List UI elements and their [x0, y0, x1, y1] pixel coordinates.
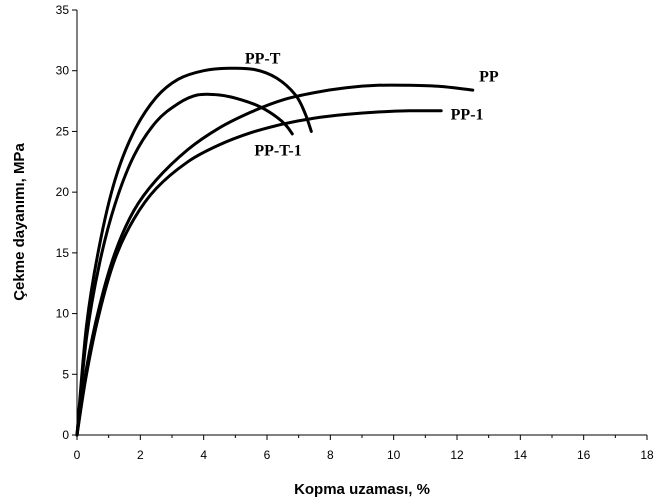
- series-label-pp-t: PP-T: [245, 50, 281, 67]
- series-line-pp-t-1: [75, 92, 294, 437]
- y-tick-label: 20: [56, 185, 70, 199]
- x-tick-label: 0: [74, 448, 81, 462]
- y-tick-label: 10: [56, 307, 70, 321]
- y-tick-label: 15: [56, 246, 70, 260]
- y-tick-label: 5: [62, 367, 69, 381]
- x-tick-label: 14: [514, 448, 528, 462]
- y-axis-title: Çekme dayanımı, MPa: [11, 143, 28, 301]
- annotation-group: PP-T PP-T-1 PP PP-1: [245, 50, 499, 159]
- x-tick-label: 12: [450, 448, 464, 462]
- series-label-pp-t-1: PP-T-1: [254, 143, 301, 160]
- x-tick-label: 18: [640, 448, 654, 462]
- x-ticks: 0 2 4 6 8 10 12 14 16 18: [74, 435, 654, 462]
- x-tick-label: 8: [327, 448, 334, 462]
- y-tick-label: 0: [62, 428, 69, 442]
- series-group: [75, 66, 475, 437]
- y-tick-label: 25: [56, 124, 70, 138]
- x-tick-label: 2: [137, 448, 144, 462]
- series-label-pp: PP: [479, 69, 499, 86]
- series-line-pp-t: [75, 66, 313, 437]
- y-ticks: 0 5 10 15 20 25 30 35: [56, 3, 77, 442]
- y-tick-label: 35: [56, 3, 70, 17]
- series-line-pp-1: [75, 109, 443, 437]
- x-axis-title: Kopma uzaması, %: [294, 481, 430, 498]
- series-label-pp-1: PP-1: [451, 106, 484, 123]
- x-tick-label: 6: [264, 448, 271, 462]
- x-tick-label: 4: [200, 448, 207, 462]
- x-tick-label: 16: [577, 448, 591, 462]
- series-line-pp: [75, 83, 475, 437]
- plot-area: [76, 10, 647, 436]
- x-tick-label: 10: [387, 448, 401, 462]
- y-tick-label: 30: [56, 64, 70, 78]
